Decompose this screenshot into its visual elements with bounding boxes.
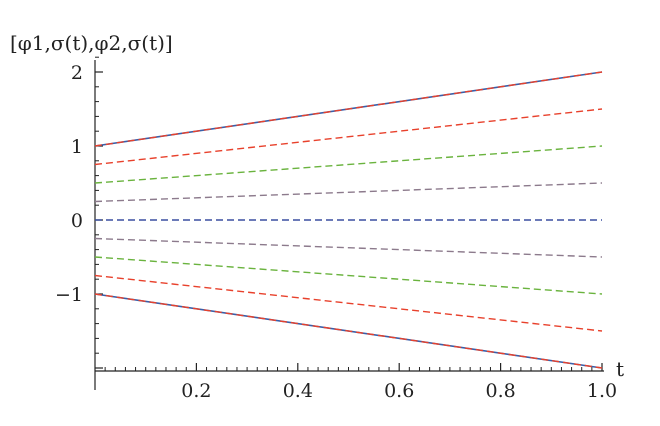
x-tick-label: 1.0 [587, 380, 617, 402]
y-tick-label: 2 [71, 62, 83, 84]
y-axis-title: [φ1,σ(t),φ2,σ(t)] [10, 31, 173, 55]
y-tick-label: −1 [55, 284, 83, 306]
series-line-4 [94, 145, 603, 184]
x-tick-label: 0.2 [181, 380, 211, 402]
x-axis-title: t [616, 357, 624, 381]
y-tick-label: 1 [71, 136, 83, 158]
y-tick-label: 0 [71, 210, 83, 232]
series-group [94, 71, 603, 369]
series-line-7 [94, 237, 603, 258]
series-line-8 [94, 256, 603, 295]
series-line-5 [94, 182, 603, 203]
x-tick-label: 0.4 [283, 380, 313, 402]
series-line-9 [94, 274, 603, 332]
series-line-2 [94, 71, 603, 147]
series-line-3 [94, 108, 603, 166]
axes: −1 0 1 2 0.2 0.4 0.6 0.8 1.0 [55, 56, 617, 402]
x-tick-label: 0.6 [384, 380, 414, 402]
series-line-11 [94, 293, 603, 369]
x-tick-label: 0.8 [485, 380, 515, 402]
